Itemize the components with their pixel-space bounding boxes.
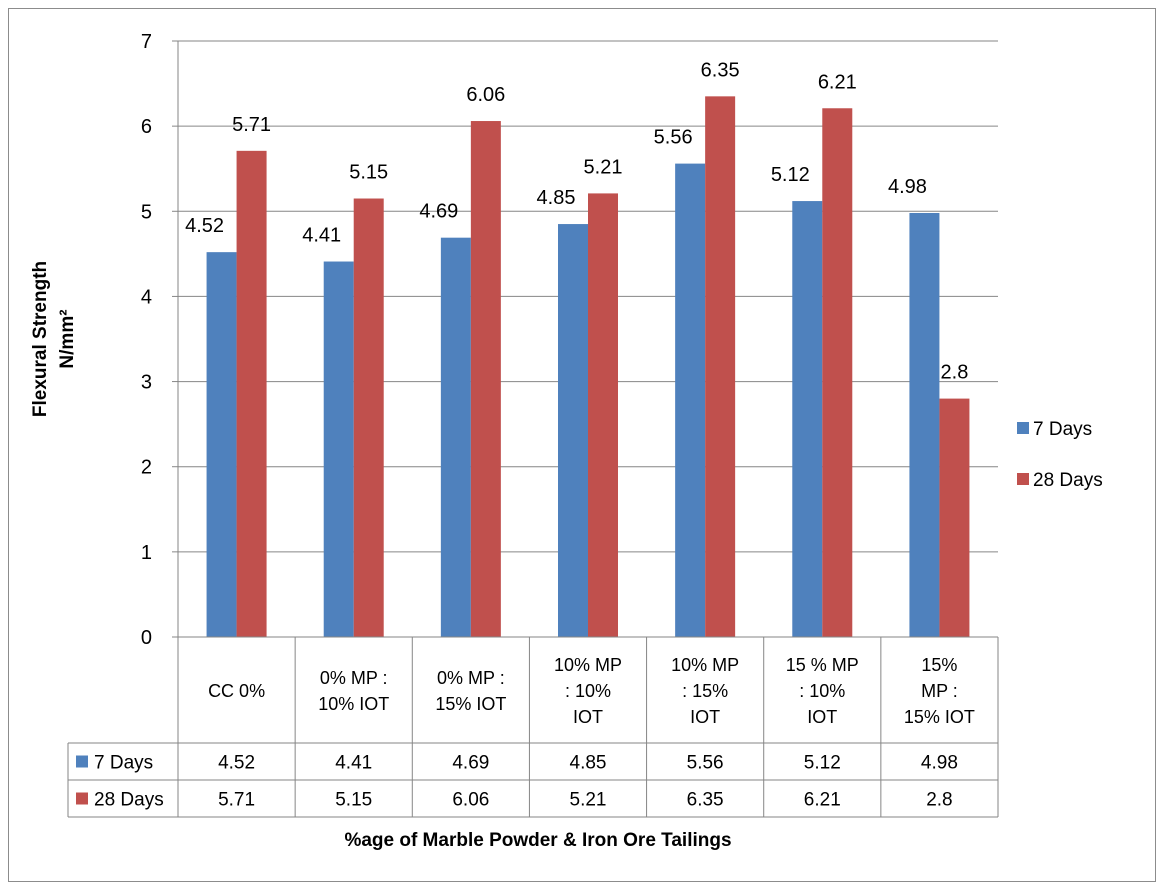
legend-swatch xyxy=(1017,422,1029,434)
table-series-name: 7 Days xyxy=(94,753,153,774)
y-tick-label: 2 xyxy=(141,457,152,479)
y-tick-label: 4 xyxy=(141,286,152,308)
category-label: 10% IOT xyxy=(318,694,389,714)
bar-28-days xyxy=(353,198,384,637)
y-tick-label: 3 xyxy=(141,372,152,394)
y-tick-label: 0 xyxy=(141,627,152,649)
data-label: 5.71 xyxy=(232,114,271,136)
category-label: 15% xyxy=(921,655,957,675)
bar-7-days xyxy=(675,163,706,637)
data-label: 6.35 xyxy=(701,59,740,81)
table-legend-key xyxy=(76,755,88,768)
bar-28-days xyxy=(588,193,618,638)
bar-28-days xyxy=(939,398,970,637)
data-label: 2.8 xyxy=(941,362,969,384)
bar-7-days xyxy=(206,252,237,637)
table-legend-key xyxy=(76,792,88,805)
data-label: 4.52 xyxy=(185,215,224,237)
bar-28-days xyxy=(236,150,267,637)
bar-7-days xyxy=(440,237,471,637)
table-cell: 5.56 xyxy=(687,753,724,774)
y-tick-label: 5 xyxy=(141,201,152,223)
category-label: : 10% xyxy=(565,681,611,701)
table-cell: 4.98 xyxy=(921,753,958,774)
category-label: CC 0% xyxy=(208,681,265,701)
table-cell: 4.52 xyxy=(218,753,255,774)
data-label: 6.21 xyxy=(818,71,857,93)
y-axis-title: Flexural Strength N/mm² xyxy=(30,261,78,417)
legend-label: 7 Days xyxy=(1033,419,1092,440)
data-labels: 4.52 5.71 4.41 5.15 4.69 6.06 4.85 5.21 5.56 6.35… xyxy=(185,59,968,383)
category-label: 10% MP xyxy=(554,655,622,675)
bar-7-days xyxy=(558,224,588,638)
category-label: 0% MP : xyxy=(437,668,505,688)
table-cell: 6.06 xyxy=(452,790,489,811)
data-label: 4.85 xyxy=(537,187,576,209)
category-label: IOT xyxy=(807,707,837,727)
table-cell: 5.15 xyxy=(335,790,372,811)
table-series-name: 28 Days xyxy=(94,790,164,811)
data-label: 5.12 xyxy=(771,164,810,186)
legend: 7 Days 28 Days xyxy=(1017,419,1103,491)
data-label: 5.56 xyxy=(654,127,693,149)
category-label: 0% MP : xyxy=(320,668,388,688)
y-tick-label: 1 xyxy=(141,542,152,564)
bar-7-days xyxy=(909,212,940,637)
bar-7-days xyxy=(792,201,823,637)
data-label: 4.98 xyxy=(888,176,927,198)
y-tick-label: 7 xyxy=(141,31,152,53)
legend-swatch xyxy=(1017,473,1029,485)
data-label: 4.69 xyxy=(419,201,458,223)
bar-28-days xyxy=(705,96,736,638)
category-label: 10% MP xyxy=(671,655,739,675)
category-label: MP : xyxy=(921,681,958,701)
x-axis-title: %age of Marble Powder & Iron Ore Tailing… xyxy=(344,830,731,851)
data-label: 4.41 xyxy=(302,225,341,247)
table-cell: 4.41 xyxy=(335,753,372,774)
y-axis-title-line: Flexural Strength xyxy=(30,261,51,417)
category-label: : 15% xyxy=(682,681,728,701)
bar-7-days xyxy=(323,261,354,637)
y-axis-ticks: 0 1 2 3 4 5 6 7 xyxy=(141,31,178,649)
table-cell: 6.35 xyxy=(687,790,724,811)
data-table: CC 0% 0% MP : 10% IOT 0% MP : 15% IOT 10% MP:… xyxy=(67,636,999,818)
table-cell: 4.85 xyxy=(570,753,607,774)
data-label: 5.15 xyxy=(349,162,388,184)
table-cell: 2.8 xyxy=(926,790,952,811)
data-label: 5.21 xyxy=(584,156,623,178)
table-cell: 5.21 xyxy=(570,790,607,811)
bar-28-days xyxy=(822,108,853,637)
category-label: IOT xyxy=(573,707,603,727)
category-label: IOT xyxy=(690,707,720,727)
table-cell: 4.69 xyxy=(452,753,489,774)
y-axis-title-line: N/mm² xyxy=(57,309,78,368)
axis-titles: Flexural Strength N/mm² %age of Marble Pow… xyxy=(30,261,732,851)
category-label: : 10% xyxy=(799,681,845,701)
y-tick-label: 6 xyxy=(141,116,152,138)
category-label: 15% IOT xyxy=(435,694,506,714)
legend-label: 28 Days xyxy=(1033,470,1103,491)
category-label: 15 % MP xyxy=(786,655,859,675)
table-cell: 6.21 xyxy=(804,790,841,811)
bar-28-days xyxy=(470,121,501,637)
bars xyxy=(206,96,970,638)
data-label: 6.06 xyxy=(466,84,505,106)
table-cell: 5.12 xyxy=(804,753,841,774)
table-cell: 5.71 xyxy=(218,790,255,811)
category-label: 15% IOT xyxy=(904,707,975,727)
